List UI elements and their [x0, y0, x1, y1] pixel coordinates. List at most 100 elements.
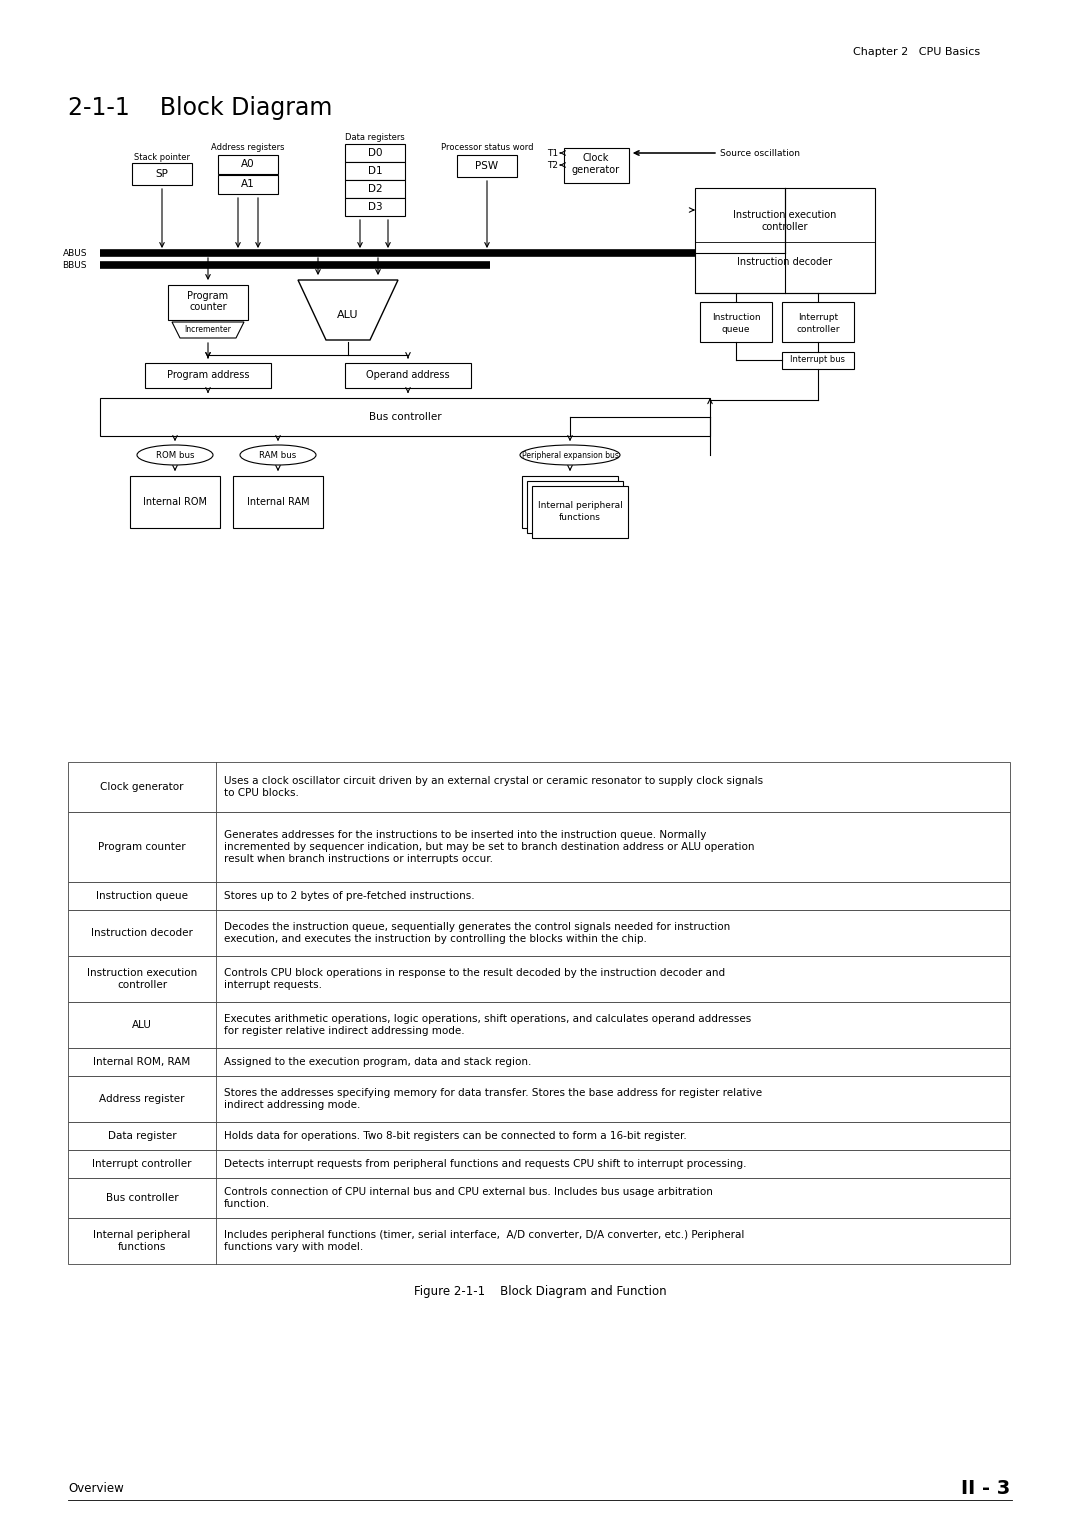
Text: BBUS: BBUS	[63, 260, 87, 269]
Text: T1: T1	[546, 148, 558, 157]
Text: Source oscillation: Source oscillation	[720, 148, 800, 157]
Bar	[345, 144, 405, 162]
Bar	[68, 1122, 1010, 1151]
Text: ALU: ALU	[132, 1021, 152, 1030]
Text: T2: T2	[546, 160, 558, 170]
Text: Assigned to the execution program, data and stack region.: Assigned to the execution program, data …	[224, 1057, 531, 1067]
Text: ABUS: ABUS	[63, 249, 87, 258]
Text: Overview: Overview	[68, 1482, 124, 1494]
Text: Bus controller: Bus controller	[106, 1193, 178, 1203]
Text: function.: function.	[224, 1199, 270, 1209]
Bar	[68, 1151, 1010, 1178]
Text: Program: Program	[188, 290, 229, 301]
Text: Processor status word: Processor status word	[441, 144, 534, 153]
Bar	[532, 486, 627, 538]
Bar	[345, 199, 405, 215]
Text: Incrementer: Incrementer	[185, 325, 231, 335]
Text: Internal RAM: Internal RAM	[246, 497, 309, 507]
Bar	[527, 481, 623, 533]
Text: ALU: ALU	[337, 310, 359, 319]
Bar	[68, 882, 1010, 911]
Text: to CPU blocks.: to CPU blocks.	[224, 788, 299, 798]
Bar	[345, 364, 471, 388]
Bar	[68, 762, 1010, 811]
Text: ROM bus: ROM bus	[156, 451, 194, 460]
Text: Decodes the instruction queue, sequentially generates the control signals needed: Decodes the instruction queue, sequentia…	[224, 921, 730, 932]
Bar	[68, 1002, 1010, 1048]
Bar	[696, 188, 875, 293]
Text: Figure 2-1-1    Block Diagram and Function: Figure 2-1-1 Block Diagram and Function	[414, 1285, 666, 1299]
Bar	[68, 911, 1010, 957]
Text: Instruction execution
controller: Instruction execution controller	[86, 969, 198, 990]
Bar	[218, 176, 278, 194]
Text: 2-1-1    Block Diagram: 2-1-1 Block Diagram	[68, 96, 333, 121]
Text: Instruction execution: Instruction execution	[733, 209, 837, 220]
Bar	[168, 286, 248, 319]
Text: Program counter: Program counter	[98, 842, 186, 853]
Text: Controls connection of CPU internal bus and CPU external bus. Includes bus usage: Controls connection of CPU internal bus …	[224, 1187, 713, 1196]
Text: Stack pointer: Stack pointer	[134, 153, 190, 162]
Bar	[68, 1178, 1010, 1218]
Text: Executes arithmetic operations, logic operations, shift operations, and calculat: Executes arithmetic operations, logic op…	[224, 1015, 752, 1024]
Text: Controls CPU block operations in response to the result decoded by the instructi: Controls CPU block operations in respons…	[224, 969, 725, 978]
Text: Detects interrupt requests from peripheral functions and requests CPU shift to i: Detects interrupt requests from peripher…	[224, 1160, 746, 1169]
Text: functions vary with model.: functions vary with model.	[224, 1242, 363, 1251]
Text: Interrupt: Interrupt	[798, 313, 838, 321]
Text: Includes peripheral functions (timer, serial interface,  A/D converter, D/A conv: Includes peripheral functions (timer, se…	[224, 1230, 744, 1241]
Text: Holds data for operations. Two 8-bit registers can be connected to form a 16-bit: Holds data for operations. Two 8-bit reg…	[224, 1131, 687, 1141]
Text: Internal peripheral
functions: Internal peripheral functions	[93, 1230, 191, 1251]
Text: Instruction queue: Instruction queue	[96, 891, 188, 902]
Bar	[233, 477, 323, 529]
Bar	[345, 162, 405, 180]
Bar	[68, 1218, 1010, 1264]
Text: Program address: Program address	[166, 370, 249, 380]
Text: Stores the addresses specifying memory for data transfer. Stores the base addres: Stores the addresses specifying memory f…	[224, 1088, 762, 1099]
Bar	[100, 397, 710, 435]
Text: SP: SP	[156, 170, 168, 179]
Bar	[130, 477, 220, 529]
Bar	[68, 811, 1010, 882]
Text: incremented by sequencer indication, but may be set to branch destination addres: incremented by sequencer indication, but…	[224, 842, 755, 853]
Text: D0: D0	[368, 148, 382, 157]
Text: II - 3: II - 3	[961, 1479, 1010, 1497]
Bar	[782, 351, 854, 368]
Bar	[68, 957, 1010, 1002]
Text: Generates addresses for the instructions to be inserted into the instruction que: Generates addresses for the instructions…	[224, 830, 706, 840]
Text: execution, and executes the instruction by controlling the blocks within the chi: execution, and executes the instruction …	[224, 934, 647, 944]
Text: controller: controller	[761, 222, 808, 232]
Text: A1: A1	[241, 179, 255, 189]
Text: A0: A0	[241, 159, 255, 170]
Bar	[145, 364, 271, 388]
Text: functions: functions	[559, 513, 600, 523]
Text: Address registers: Address registers	[212, 144, 285, 153]
Text: Interrupt bus: Interrupt bus	[791, 356, 846, 365]
Text: Interrupt controller: Interrupt controller	[92, 1160, 192, 1169]
Text: D1: D1	[367, 167, 382, 176]
Bar	[564, 148, 629, 183]
Bar	[132, 163, 192, 185]
Text: controller: controller	[796, 324, 840, 333]
Text: Internal peripheral: Internal peripheral	[538, 501, 622, 510]
Text: Peripheral expansion bus: Peripheral expansion bus	[522, 451, 619, 460]
Text: PSW: PSW	[475, 160, 499, 171]
Text: indirect addressing mode.: indirect addressing mode.	[224, 1100, 361, 1109]
Text: result when branch instructions or interrupts occur.: result when branch instructions or inter…	[224, 854, 492, 863]
Text: Clock generator: Clock generator	[100, 782, 184, 792]
Text: Instruction: Instruction	[712, 313, 760, 321]
Bar	[68, 1048, 1010, 1076]
Text: Chapter 2   CPU Basics: Chapter 2 CPU Basics	[853, 47, 980, 57]
Text: Data register: Data register	[108, 1131, 176, 1141]
Text: Stores up to 2 bytes of pre-fetched instructions.: Stores up to 2 bytes of pre-fetched inst…	[224, 891, 474, 902]
Bar	[782, 303, 854, 342]
Text: Operand address: Operand address	[366, 370, 449, 380]
Text: for register relative indirect addressing mode.: for register relative indirect addressin…	[224, 1025, 464, 1036]
Text: D3: D3	[367, 202, 382, 212]
Text: Uses a clock oscillator circuit driven by an external crystal or ceramic resonat: Uses a clock oscillator circuit driven b…	[224, 776, 764, 785]
Text: RAM bus: RAM bus	[259, 451, 297, 460]
Text: counter: counter	[189, 303, 227, 312]
Bar	[457, 154, 517, 177]
Bar	[68, 1076, 1010, 1122]
Text: Address register: Address register	[99, 1094, 185, 1105]
Text: Internal ROM, RAM: Internal ROM, RAM	[93, 1057, 191, 1067]
Text: Instruction decoder: Instruction decoder	[91, 927, 193, 938]
